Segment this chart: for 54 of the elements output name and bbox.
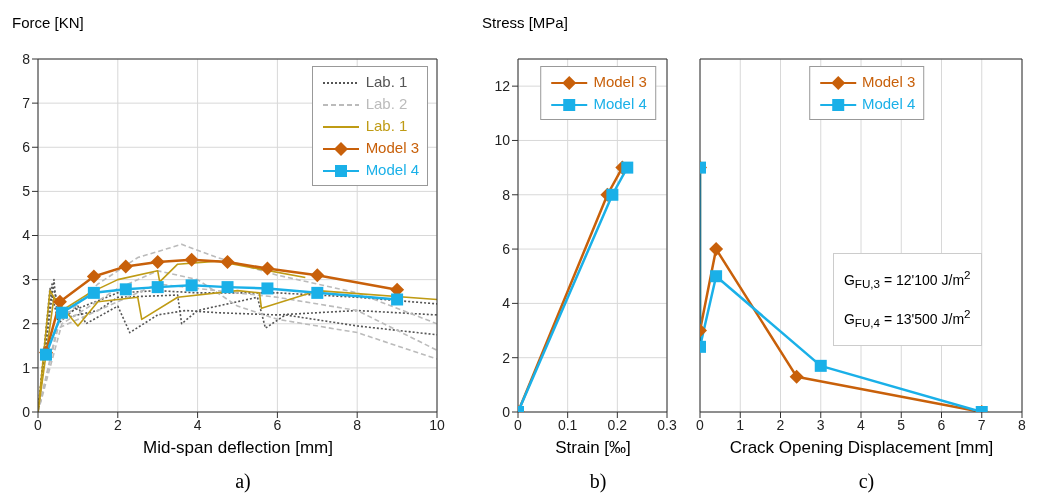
y-tick-label: 6 [502, 241, 511, 258]
text: b) [588, 470, 608, 493]
x-tick-label: 0 [514, 416, 523, 433]
text: c) [857, 470, 876, 493]
x-tick-label: 0 [34, 416, 43, 433]
y-tick-label: 7 [22, 95, 31, 112]
x-tick-label: 3 [816, 416, 825, 433]
y-tick-label: 0 [22, 403, 31, 420]
y-tick-label: 10 [494, 132, 511, 149]
legend-label: Model 4 [861, 95, 916, 112]
x-tick-label: 1 [736, 416, 745, 433]
y-tick-label: 0 [502, 403, 511, 420]
legend-label: Lab. 1 [365, 73, 408, 90]
y-tick-label: 8 [502, 186, 511, 203]
x-tick-label: 0.3 [657, 416, 677, 433]
legend-label: Model 3 [861, 73, 916, 90]
legend-label: Model 3 [593, 73, 647, 90]
legend-label: Lab. 1 [365, 117, 408, 134]
y-tick-label: 2 [502, 349, 511, 366]
y-axis-title: Stress [MPa] [482, 14, 568, 31]
legend-label: Model 4 [593, 95, 647, 112]
y-tick-label: 3 [22, 271, 31, 288]
x-tick-label: 0.2 [607, 416, 628, 433]
x-tick-label: 6 [937, 416, 946, 433]
x-axis-title: Crack Opening Displacement [mm] [728, 438, 995, 458]
x-tick-label: 7 [977, 416, 986, 433]
legend-label: Model 3 [365, 139, 419, 156]
x-tick-label: 8 [353, 416, 362, 433]
y-tick-label: 6 [22, 139, 31, 156]
y-tick-label: 12 [494, 78, 511, 95]
x-axis-title: Strain [‰] [554, 438, 632, 458]
annotation: G$_{FU,3}$ = 12'100 J/m$^{2}$ [843, 267, 971, 293]
y-tick-label: 8 [22, 50, 31, 67]
y-tick-label: 4 [502, 295, 511, 312]
y-axis-title: Force [KN] [12, 14, 84, 31]
y-tick-label: 4 [22, 227, 31, 244]
x-tick-label: 2 [776, 416, 785, 433]
x-tick-label: 0.1 [557, 416, 578, 433]
y-tick-label: 5 [22, 183, 31, 200]
annotation: G$_{FU,4}$ = 13'500 J/m$^{2}$ [843, 306, 971, 332]
x-tick-label: 8 [1018, 416, 1027, 433]
legend-label: Model 4 [365, 161, 419, 178]
x-tick-label: 4 [193, 416, 202, 433]
text: a) [234, 470, 252, 493]
x-tick-label: 2 [113, 416, 122, 433]
x-tick-label: 4 [857, 416, 866, 433]
x-tick-label: 0 [696, 416, 705, 433]
y-tick-label: 1 [22, 359, 31, 376]
legend-label: Lab. 2 [365, 95, 408, 112]
x-tick-label: 6 [273, 416, 282, 433]
x-axis-title: Mid-span deflection [mm] [142, 438, 334, 458]
y-tick-label: 2 [22, 315, 31, 332]
x-tick-label: 10 [429, 416, 445, 433]
x-tick-label: 5 [897, 416, 906, 433]
